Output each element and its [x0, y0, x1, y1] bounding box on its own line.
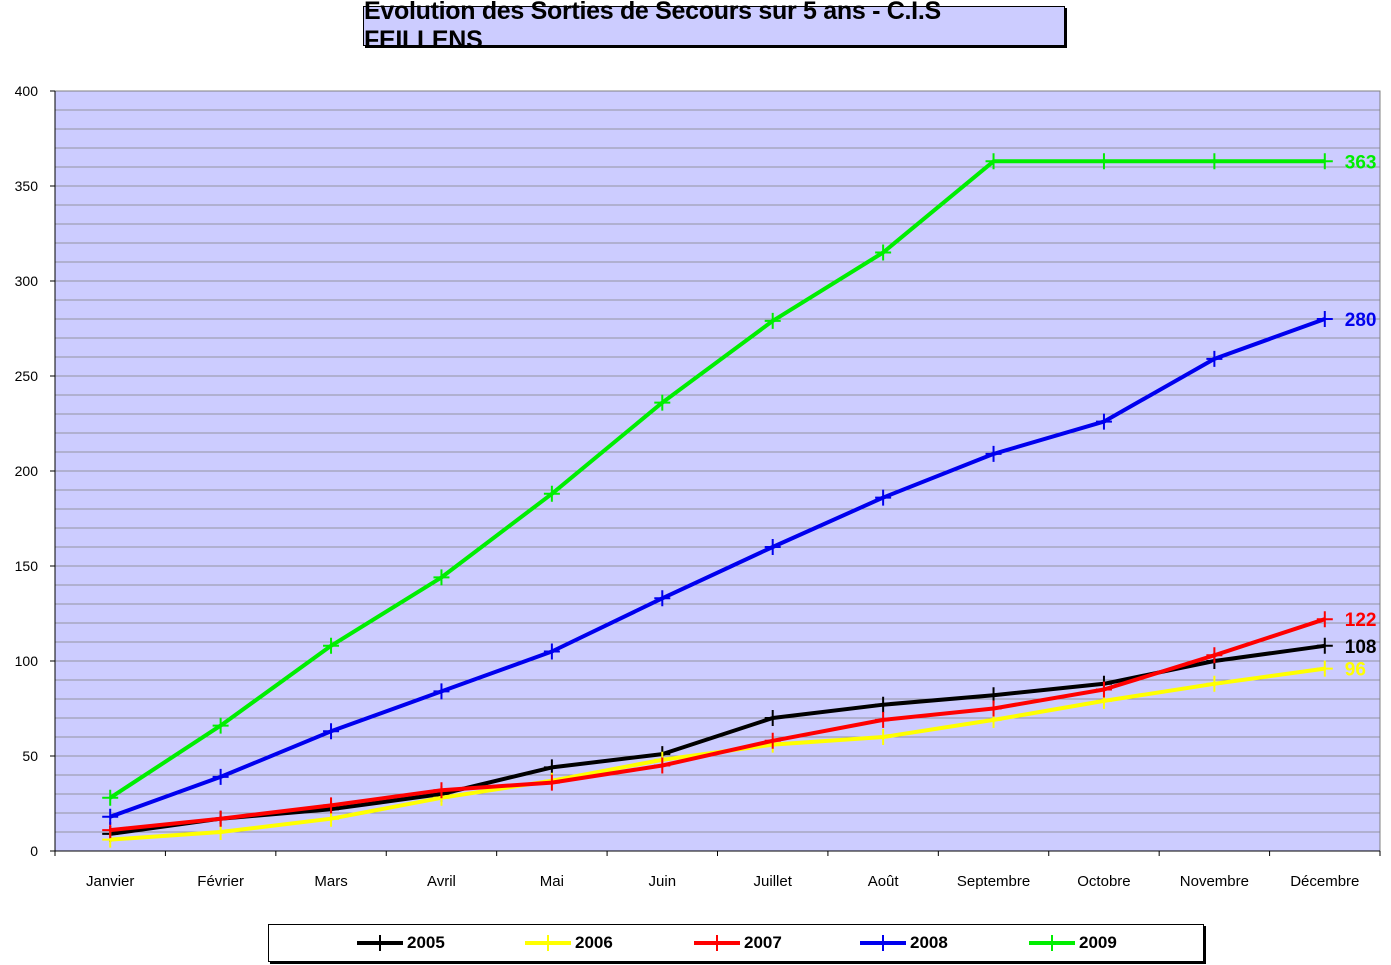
- data-point: [654, 394, 671, 411]
- x-tick-label: Octobre: [1077, 873, 1130, 890]
- data-point: [433, 782, 450, 799]
- legend-swatch: [694, 935, 740, 951]
- data-point: [1316, 153, 1333, 170]
- series-2007: [102, 611, 1333, 839]
- data-point: [1206, 153, 1223, 170]
- end-value-label: 96: [1345, 660, 1366, 681]
- data-point: [433, 683, 450, 700]
- legend-label: 2009: [1079, 933, 1117, 952]
- data-point: [985, 153, 1002, 170]
- y-tick-label: 100: [15, 653, 39, 669]
- x-tick-label: Août: [868, 873, 900, 890]
- data-point: [543, 643, 560, 660]
- x-tick-label: Février: [197, 873, 244, 890]
- data-point: [985, 445, 1002, 462]
- data-point: [875, 696, 892, 713]
- data-point: [764, 732, 781, 749]
- series-2009: [102, 153, 1333, 806]
- data-point: [875, 489, 892, 506]
- data-point: [543, 485, 560, 502]
- data-point: [433, 569, 450, 586]
- y-tick-label: 50: [22, 748, 38, 764]
- data-point: [102, 789, 119, 806]
- legend-item-2005: 2005: [357, 925, 445, 961]
- series-line: [110, 617, 1326, 833]
- legend-label: 2007: [744, 933, 782, 952]
- end-value-label: 280: [1345, 310, 1377, 331]
- data-point: [1316, 660, 1333, 677]
- end-value-label: 122: [1345, 610, 1377, 631]
- legend-item-2009: 2009: [1029, 925, 1117, 961]
- series-line: [109, 159, 1325, 800]
- x-tick-label: Décembre: [1290, 873, 1359, 890]
- data-point: [212, 810, 229, 827]
- legend-label: 2005: [407, 933, 445, 952]
- series-lines: [102, 153, 1333, 848]
- x-tick-label: Septembre: [957, 873, 1030, 890]
- data-point: [1206, 647, 1223, 664]
- data-point: [1316, 637, 1333, 654]
- data-point: [1206, 350, 1223, 367]
- gridlines: [55, 90, 1380, 833]
- legend-swatch: [1029, 935, 1075, 951]
- data-point: [764, 539, 781, 555]
- series-2008: [102, 311, 1333, 825]
- axes: 0 50 100 150 200 250 300 350 400 Janvier Février Ma…: [15, 83, 1381, 890]
- legend-label: 2008: [910, 933, 948, 952]
- y-tick-label: 400: [15, 83, 39, 99]
- data-point: [875, 244, 892, 261]
- x-tick-label: Mars: [314, 873, 347, 890]
- data-point: [1095, 153, 1112, 170]
- x-tick-label: Avril: [427, 873, 456, 890]
- y-tick-label: 300: [15, 273, 39, 289]
- x-tick-label: Juillet: [754, 873, 793, 890]
- data-point: [654, 757, 671, 774]
- data-point: [764, 710, 781, 726]
- end-value-label: 363: [1345, 152, 1377, 173]
- data-point: [764, 312, 781, 329]
- line-chart: 0 50 100 150 200 250 300 350 400 Janvier Février Ma…: [15, 83, 1381, 890]
- data-point: [212, 768, 229, 785]
- data-point: [1206, 675, 1223, 692]
- data-point: [1095, 413, 1112, 430]
- legend-swatch: [860, 935, 906, 951]
- data-point: [323, 797, 340, 814]
- legend-item-2007: 2007: [694, 925, 782, 961]
- data-point: [985, 700, 1002, 717]
- data-point: [543, 774, 560, 791]
- data-point: [654, 590, 671, 607]
- series-line: [109, 643, 1326, 836]
- end-value-label: 108: [1345, 637, 1377, 658]
- legend-item-2006: 2006: [525, 925, 613, 961]
- legend-label: 2006: [575, 933, 613, 952]
- x-tick-label: Janvier: [86, 873, 134, 890]
- y-tick-label: 250: [15, 368, 39, 384]
- legend-swatch: [357, 935, 403, 951]
- legend: 2005 2006 2007 2008 2009: [268, 924, 1204, 962]
- x-tick-label: Juin: [649, 873, 677, 890]
- data-point: [1316, 311, 1333, 327]
- legend-swatch: [525, 935, 571, 951]
- data-point: [875, 729, 892, 745]
- y-tick-label: 150: [15, 558, 39, 574]
- data-point: [1095, 681, 1112, 698]
- legend-item-2008: 2008: [860, 925, 948, 961]
- series-line: [109, 317, 1326, 819]
- y-tick-label: 200: [15, 463, 39, 479]
- x-tick-label: Novembre: [1180, 873, 1249, 890]
- data-point: [323, 723, 340, 740]
- y-tick-label: 0: [30, 843, 38, 859]
- x-tick-label: Mai: [540, 873, 564, 890]
- data-point: [102, 808, 119, 825]
- y-tick-label: 350: [15, 178, 39, 194]
- data-point: [212, 717, 229, 734]
- data-point: [875, 711, 892, 728]
- data-point: [323, 637, 340, 654]
- data-point: [1316, 611, 1333, 628]
